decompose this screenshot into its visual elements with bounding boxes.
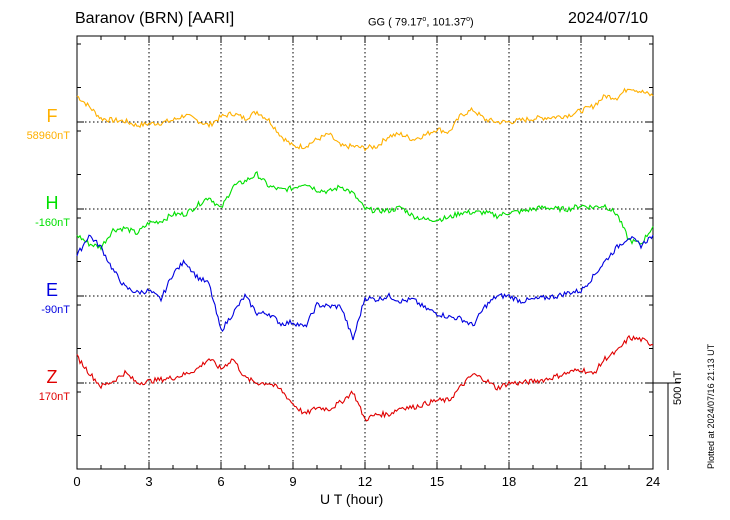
coord-mid: , 101.37 [426,16,467,29]
degree-sign-lon: o [466,16,470,23]
geographic-coordinates: GG ( 79.17o, 101.37o) [368,16,474,29]
x-tick-label: 24 [645,474,661,489]
plot-date: 2024/07/10 [568,10,649,27]
trace-label-e: E [45,280,58,300]
plotted-timestamp: Plotted at 2024/07/16 21:13 UT [706,343,716,469]
x-tick-label: 0 [73,474,81,489]
station-title: Baranov (BRN) [AARI] [75,10,235,27]
coord-suffix: ) [470,16,474,29]
trace-label-h: H [45,193,59,213]
scale-bar-label: 500 nT [672,370,684,405]
x-tick-label: 12 [357,474,373,489]
trace-baseline-f: 58960nT [26,130,70,142]
x-tick-label: 15 [429,474,445,489]
x-tick-label: 18 [501,474,517,489]
trace-e [76,234,654,341]
trace-baseline-h: -160nT [35,217,70,229]
trace-baseline-z: 170nT [38,391,70,403]
trace-baseline-e: -90nT [41,304,70,316]
x-tick-label: 21 [573,474,589,489]
trace-label-z: Z [46,367,58,387]
x-tick-label: 3 [145,474,153,489]
x-axis-label: U T (hour) [320,491,384,507]
trace-z [76,334,654,422]
x-tick-label: 6 [217,474,225,489]
trace-h [76,171,654,251]
coord-prefix: GG ( 79.17 [368,16,423,29]
trace-f [76,87,654,152]
x-tick-label: 9 [289,474,297,489]
degree-sign-lat: o [422,16,427,23]
trace-label-f: F [46,106,58,126]
